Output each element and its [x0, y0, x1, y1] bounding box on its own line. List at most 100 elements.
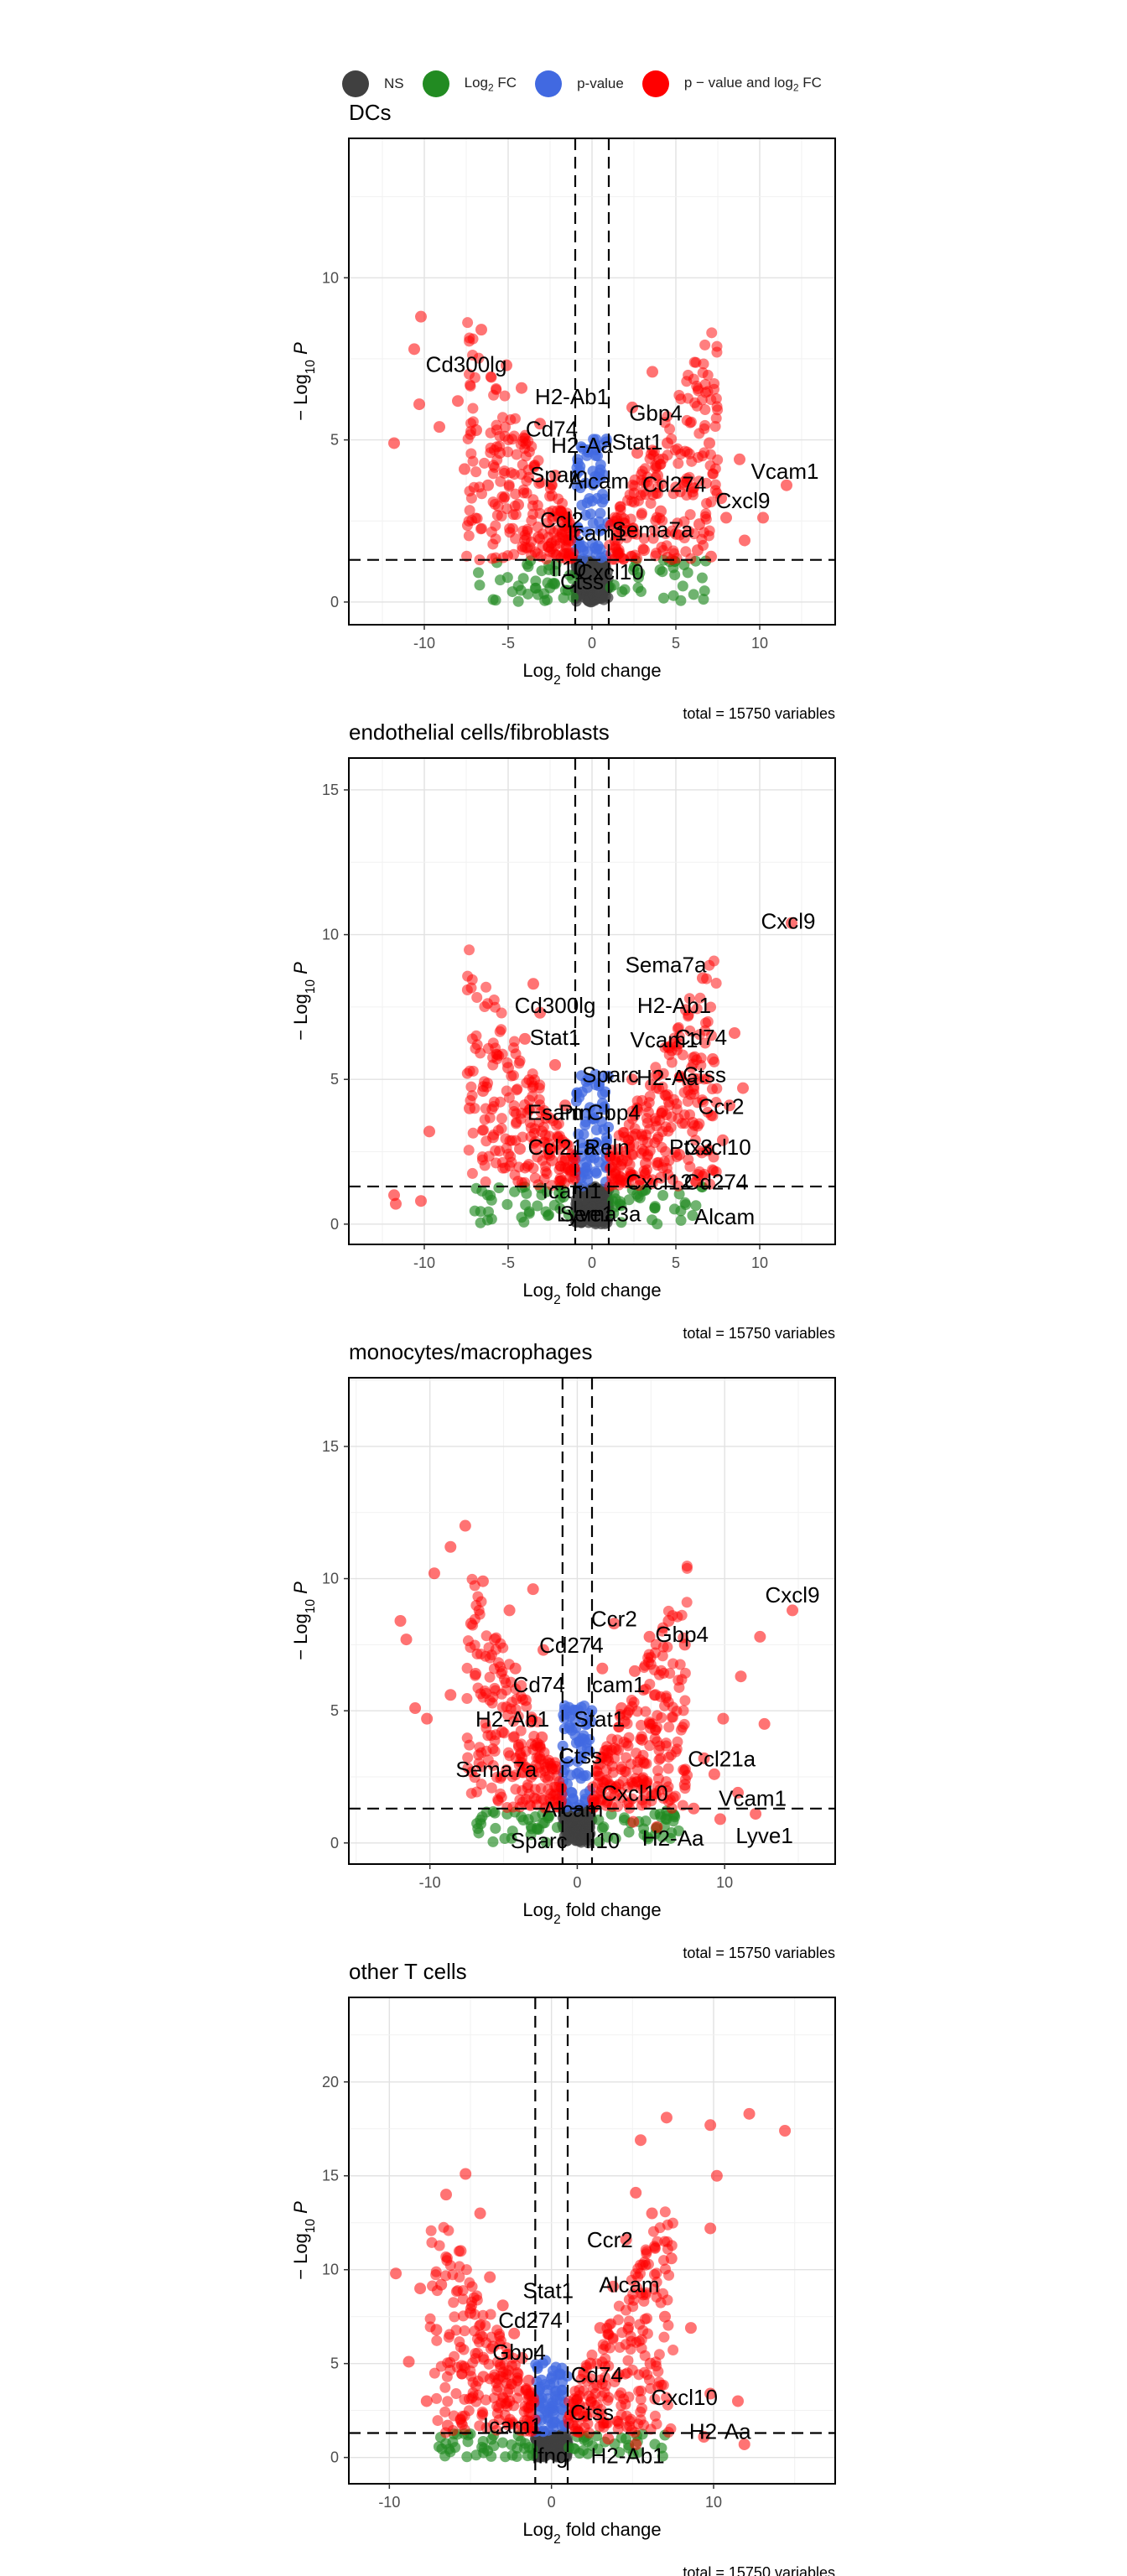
point-pvalue: [538, 2426, 549, 2438]
point-significant: [615, 511, 627, 522]
point-significant: [475, 1779, 487, 1790]
chart-caption: total = 15750 variables: [683, 1945, 835, 1961]
point-significant: [454, 2272, 465, 2283]
legend-item-pvalue: p-value: [535, 70, 624, 97]
point-significant: [660, 1692, 672, 1704]
legend: NS Log2 FC p-value p − value and log2 FC: [342, 67, 840, 101]
point-significant: [699, 1037, 711, 1049]
y-axis-label: − Log10 P: [290, 2201, 318, 2280]
point-significant: [662, 1641, 673, 1653]
point-significant: [475, 2319, 486, 2330]
point-significant: [649, 2393, 661, 2405]
point-significant: [467, 1127, 479, 1139]
point-significant: [700, 477, 712, 489]
y-tick-label: 5: [330, 1071, 339, 1088]
point-log2fc: [472, 567, 484, 579]
gene-label: Cxcl9: [766, 1582, 820, 1607]
point-log2fc: [548, 1199, 560, 1211]
point-significant: [495, 1788, 506, 1800]
point-log2fc: [623, 1826, 635, 1838]
point-significant: [645, 1652, 657, 1664]
point-significant: [687, 1052, 699, 1063]
point-significant: [415, 1195, 427, 1208]
point-log2fc: [520, 1199, 532, 1211]
point-significant: [640, 2287, 652, 2298]
gene-label: Il10: [584, 1828, 620, 1853]
y-axis-label: − Log10 P: [290, 962, 318, 1041]
point-significant: [688, 1083, 699, 1095]
point-significant: [546, 1763, 558, 1775]
point-significant: [638, 1662, 650, 1674]
point-log2fc: [610, 1201, 621, 1213]
point-significant: [532, 1716, 543, 1728]
point-significant: [604, 2319, 615, 2330]
point-significant: [666, 1057, 678, 1068]
point-significant: [711, 340, 723, 352]
point-significant: [470, 1668, 482, 1680]
point-significant: [654, 459, 666, 470]
point-significant: [652, 1773, 664, 1784]
point-significant: [710, 1166, 722, 1177]
point-significant: [510, 532, 522, 544]
point-significant: [507, 1801, 519, 1813]
point-significant: [641, 1101, 652, 1113]
point-significant: [634, 1175, 646, 1187]
gene-label: Ccr2: [591, 1606, 637, 1631]
point-significant: [645, 497, 657, 509]
point-significant: [635, 2134, 647, 2147]
point-pvalue: [570, 1801, 582, 1813]
point-significant: [637, 1685, 649, 1696]
gene-label: Vcam1: [719, 1786, 787, 1811]
point-ns: [601, 1217, 613, 1228]
gene-label: Gbp4: [587, 1100, 641, 1125]
point-significant: [652, 2366, 664, 2377]
point-significant: [662, 1763, 674, 1774]
point-pvalue: [589, 1166, 601, 1177]
point-significant: [456, 2411, 468, 2423]
point-significant: [519, 529, 531, 541]
point-log2fc: [490, 595, 501, 606]
point-significant: [695, 1059, 707, 1071]
point-significant: [461, 520, 473, 532]
point-significant: [473, 352, 485, 364]
point-significant: [631, 447, 643, 460]
point-significant: [408, 343, 420, 356]
point-log2fc: [470, 1182, 482, 1194]
point-significant: [508, 469, 520, 480]
point-significant: [506, 1696, 517, 1708]
point-log2fc: [558, 592, 569, 604]
point-significant: [673, 1031, 685, 1042]
point-significant: [535, 476, 547, 488]
point-significant: [662, 1785, 673, 1797]
y-tick-label: 20: [322, 2074, 339, 2090]
point-significant: [643, 1630, 656, 1643]
point-significant: [496, 1726, 508, 1738]
point-log2fc: [698, 594, 709, 605]
point-log2fc: [690, 1200, 702, 1212]
point-significant: [506, 2360, 517, 2371]
point-significant: [636, 2334, 647, 2345]
gene-label: Vcam1: [751, 459, 819, 484]
point-significant: [421, 1712, 434, 1725]
point-significant: [662, 2399, 673, 2411]
point-significant: [513, 1057, 525, 1069]
chart-title: monocytes/macrophages: [349, 1339, 592, 1364]
point-significant: [635, 2406, 647, 2418]
point-significant: [475, 324, 487, 336]
point-significant: [496, 1665, 508, 1677]
point-significant: [487, 1691, 499, 1703]
point-significant: [675, 1724, 687, 1736]
x-axis-label: Log2 fold change: [522, 1280, 661, 1307]
point-significant: [700, 508, 712, 520]
point-significant: [612, 2423, 624, 2435]
gene-label: H2-Aa: [551, 433, 613, 458]
point-log2fc: [501, 572, 513, 584]
point-log2fc: [696, 572, 708, 584]
point-significant: [528, 460, 540, 471]
point-significant: [658, 2331, 670, 2343]
point-significant: [476, 1575, 489, 1587]
point-significant: [600, 2353, 611, 2365]
point-pvalue: [557, 1740, 569, 1752]
point-significant: [639, 1789, 651, 1800]
point-significant: [508, 1100, 520, 1112]
